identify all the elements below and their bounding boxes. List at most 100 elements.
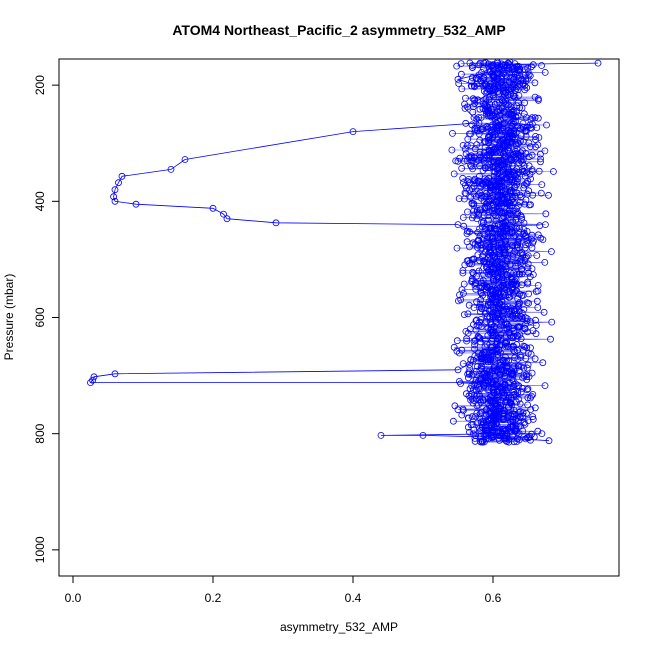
data-point [481, 164, 489, 172]
data-point [503, 270, 511, 278]
data-point [466, 361, 473, 369]
data-point [468, 260, 476, 268]
data-point [458, 85, 466, 93]
data-point [516, 81, 523, 88]
data-point [505, 293, 513, 301]
data-point [534, 427, 542, 435]
data-point [468, 214, 476, 222]
data-point [534, 141, 542, 149]
data-point [454, 366, 462, 374]
data-point [490, 277, 498, 285]
data-point [494, 244, 502, 252]
data-point [454, 157, 462, 165]
data-point [272, 219, 280, 227]
y-tick-label: 200 [33, 75, 47, 95]
data-point [510, 327, 518, 335]
data-point [111, 186, 119, 194]
data-point [516, 270, 524, 278]
data-point [527, 143, 534, 151]
data-point [505, 438, 513, 446]
data-point [527, 394, 534, 402]
data-point [483, 108, 491, 116]
data-point [517, 335, 525, 343]
data-point [501, 372, 509, 380]
x-tick-label: 0.2 [205, 591, 222, 605]
data-point [522, 320, 529, 328]
data-point [538, 430, 546, 438]
data-point [528, 244, 536, 252]
data-point [464, 370, 472, 378]
data-point [527, 436, 534, 444]
data-point [511, 231, 519, 239]
data-point [478, 126, 486, 133]
data-point [524, 385, 532, 393]
data-point [473, 409, 481, 417]
data-point [483, 199, 491, 206]
data-point [503, 180, 511, 187]
data-point [508, 138, 516, 146]
data-point [489, 296, 497, 304]
data-point [531, 114, 539, 122]
data-point [471, 281, 479, 289]
x-tick-label: 0.4 [345, 591, 362, 605]
data-point [503, 339, 511, 347]
data-point [474, 178, 482, 185]
data-point [520, 77, 527, 85]
data-point [491, 372, 499, 380]
data-point [472, 158, 480, 166]
data-point [532, 132, 539, 140]
data-point [450, 170, 458, 178]
y-tick-label: 600 [33, 307, 47, 327]
data-point [464, 135, 472, 143]
data-point [522, 254, 529, 262]
data-point [479, 292, 486, 299]
data-point [496, 98, 503, 106]
data-point [473, 298, 481, 306]
data-point [532, 316, 539, 324]
data-point [489, 87, 497, 95]
data-point [520, 305, 528, 313]
data-point [471, 341, 479, 349]
data-point [478, 191, 486, 199]
data-point [510, 406, 518, 414]
data-point [521, 232, 529, 240]
data-point [503, 389, 511, 397]
data-point [488, 112, 496, 120]
data-point [484, 112, 492, 120]
data-point [501, 343, 509, 350]
data-point [487, 306, 495, 314]
data-point [489, 207, 497, 215]
data-point [494, 274, 502, 282]
data-point [503, 320, 511, 328]
x-tick-label: 0.6 [485, 591, 502, 605]
data-point [508, 314, 516, 321]
data-point [471, 83, 479, 91]
data-point [514, 362, 522, 370]
data-point [476, 148, 484, 156]
data-point [454, 75, 462, 83]
data-point [472, 285, 480, 293]
data-point [490, 74, 498, 82]
data-point [496, 149, 504, 156]
data-point [537, 150, 544, 158]
data-point [471, 145, 479, 153]
data-point [520, 110, 528, 118]
data-point [532, 321, 540, 329]
data-point [511, 347, 519, 355]
data-point [514, 82, 522, 90]
data-point [111, 197, 119, 205]
data-point [463, 337, 471, 345]
data-point [525, 139, 533, 147]
data-point [482, 435, 490, 443]
data-point [466, 428, 473, 436]
data-point [534, 304, 542, 311]
data-point [468, 82, 476, 90]
data-point [471, 99, 479, 107]
data-point [487, 224, 495, 232]
data-point [476, 59, 484, 67]
data-point [493, 344, 501, 352]
data-point [459, 214, 467, 221]
data-point [475, 114, 483, 121]
data-point [493, 304, 501, 311]
data-point [471, 96, 478, 104]
